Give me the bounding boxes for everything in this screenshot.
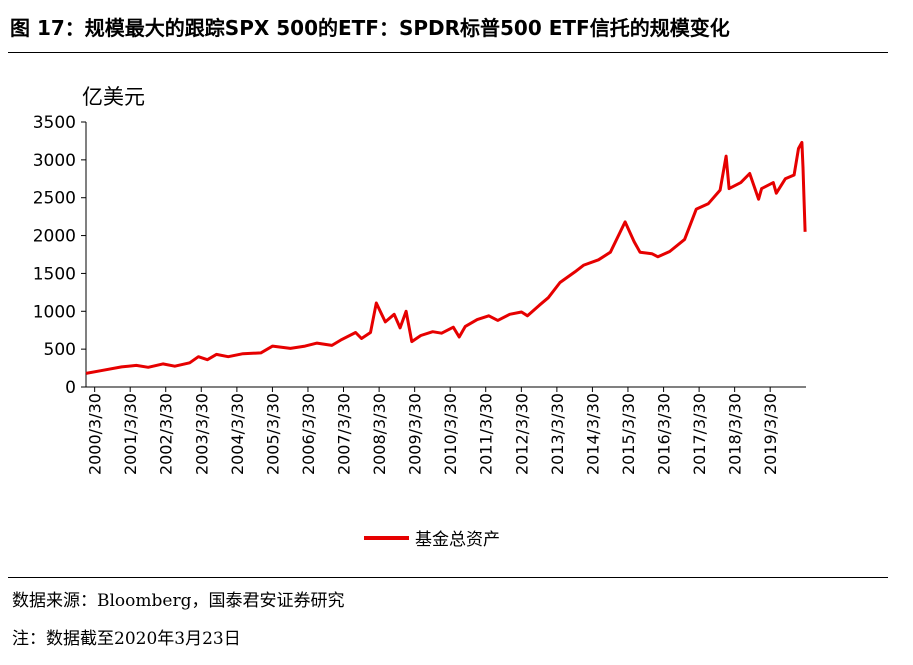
bottom-rule	[8, 577, 888, 578]
top-rule	[8, 52, 888, 53]
x-tick-label: 2007/3/30	[334, 393, 353, 475]
source-note: 数据来源：Bloomberg，国泰君安证券研究	[12, 591, 345, 611]
x-tick-label: 2008/3/30	[370, 393, 389, 475]
x-tick-label: 2003/3/30	[192, 393, 211, 475]
y-tick-label: 3000	[33, 151, 76, 171]
legend-label: 基金总资产	[415, 530, 500, 550]
y-tick-label: 2000	[33, 227, 76, 247]
x-tick-label: 2017/3/30	[690, 393, 709, 475]
x-tick-label: 2018/3/30	[726, 393, 745, 475]
x-axis-ticks: 2000/3/30 2001/3/30 2002/3/30 2003/3/30 2004…	[86, 387, 780, 475]
x-tick-label: 2000/3/30	[86, 393, 105, 475]
x-tick-label: 2001/3/30	[121, 393, 140, 475]
x-tick-label: 2011/3/30	[477, 393, 496, 475]
x-tick-label: 2010/3/30	[441, 393, 460, 475]
series-line-fund-assets	[85, 140, 807, 375]
x-tick-label: 2015/3/30	[619, 393, 638, 475]
x-tick-label: 2016/3/30	[655, 393, 674, 475]
y-tick-label: 1000	[33, 302, 76, 322]
y-tick-label: 1500	[33, 264, 76, 284]
y-tick-label: 3500	[33, 113, 76, 133]
x-tick-label: 2012/3/30	[512, 393, 531, 475]
figure-title: 图 17：规模最大的跟踪SPX 500的ETF：SPDR标普500 ETF信托的…	[10, 16, 730, 40]
x-tick-label: 2005/3/30	[263, 393, 282, 475]
x-tick-label: 2004/3/30	[228, 393, 247, 475]
x-tick-label: 2014/3/30	[583, 393, 602, 475]
x-tick-label: 2006/3/30	[299, 393, 318, 475]
y-axis-unit-label: 亿美元	[82, 85, 145, 109]
y-tick-label: 500	[44, 340, 76, 360]
x-tick-label: 2002/3/30	[157, 393, 176, 475]
x-tick-label: 2019/3/30	[761, 393, 780, 475]
y-axis-ticks: 0 500 1000 1500 2000 2500 3000 3500	[33, 113, 86, 398]
x-tick-label: 2013/3/30	[548, 393, 567, 475]
legend: 基金总资产	[364, 530, 500, 550]
date-note: 注：数据截至2020年3月23日	[12, 629, 241, 649]
x-tick-label: 2009/3/30	[406, 393, 425, 475]
y-tick-label: 0	[65, 378, 76, 398]
y-tick-label: 2500	[33, 189, 76, 209]
